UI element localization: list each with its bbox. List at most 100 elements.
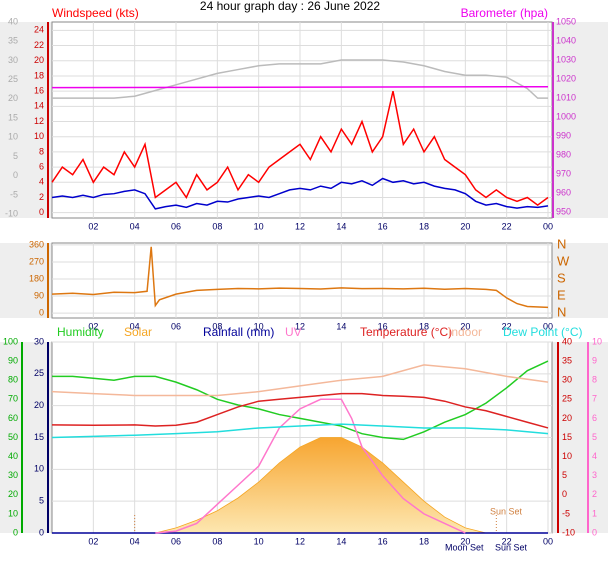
y-tick-label: 20	[8, 93, 18, 103]
x-tick-label: 14	[336, 221, 346, 231]
annotation: Sun Set	[495, 542, 528, 552]
y-tick-label: 50	[8, 432, 18, 442]
x-tick-label: 08	[212, 221, 222, 231]
axis-gutter	[0, 243, 52, 318]
legend-label: Solar	[124, 325, 152, 339]
y-tick-label: 990	[556, 131, 571, 141]
y-tick-label: 5	[13, 151, 18, 161]
annotation: Sun Set	[490, 506, 523, 516]
y-tick-label: 10	[34, 131, 44, 141]
y-tick-label: 4	[592, 451, 597, 461]
y-tick-label: 10	[34, 464, 44, 474]
legend-label: Dew Point (°C)	[503, 325, 582, 339]
x-tick-label: 02	[88, 321, 98, 331]
y-tick-label: N	[557, 236, 566, 251]
y-tick-label: 950	[556, 207, 571, 217]
y-tick-label: E	[557, 287, 566, 302]
y-tick-label: 35	[8, 36, 18, 46]
axis-gutter	[0, 22, 52, 218]
y-tick-label: 18	[34, 70, 44, 80]
y-tick-label: 10	[8, 132, 18, 142]
y-tick-label: 30	[562, 375, 572, 385]
x-tick-label: 10	[254, 536, 264, 546]
series-line	[155, 398, 466, 534]
axis-gutter	[0, 342, 52, 533]
y-tick-label: 15	[8, 112, 18, 122]
y-tick-label: 2	[39, 192, 44, 202]
y-tick-label: 16	[34, 86, 44, 96]
series-line	[51, 246, 549, 309]
x-tick-label: 22	[502, 221, 512, 231]
x-tick-label: 04	[130, 221, 140, 231]
x-tick-label: 14	[336, 536, 346, 546]
y-tick-label: W	[557, 253, 570, 268]
y-tick-label: 360	[29, 239, 44, 249]
x-tick-label: 12	[295, 536, 305, 546]
x-tick-label: 02	[88, 536, 98, 546]
axis-gutter	[552, 342, 608, 533]
series-line	[52, 360, 549, 441]
y-tick-label: 0	[13, 527, 18, 537]
y-tick-label: 1030	[556, 54, 576, 64]
x-tick-label: 20	[460, 536, 470, 546]
y-tick-label: -5	[562, 508, 570, 518]
series-line	[51, 423, 549, 439]
y-tick-label: 0	[592, 527, 597, 537]
y-tick-label: 960	[556, 188, 571, 198]
x-tick-label: 12	[295, 221, 305, 231]
x-tick-label: 22	[502, 536, 512, 546]
y-tick-label: 1040	[556, 35, 576, 45]
series-line	[51, 392, 549, 429]
y-tick-label: 0	[13, 170, 18, 180]
y-tick-label: 20	[8, 489, 18, 499]
x-tick-label: 06	[171, 536, 181, 546]
y-tick-label: 0	[39, 527, 44, 537]
x-tick-label: 00	[543, 321, 553, 331]
y-tick-label: 1010	[556, 92, 576, 102]
y-tick-label: -10	[562, 527, 575, 537]
y-tick-label: 1020	[556, 73, 576, 83]
y-tick-label: 270	[29, 256, 44, 266]
y-tick-label: 14	[34, 101, 44, 111]
x-tick-label: 16	[378, 321, 388, 331]
x-tick-label: 06	[171, 221, 181, 231]
axis-gutter	[552, 243, 608, 318]
y-tick-label: 20	[562, 413, 572, 423]
y-tick-label: 4	[39, 177, 44, 187]
y-tick-label: 60	[8, 413, 18, 423]
page-title: 24 hour graph day : 26 June 2022	[200, 0, 380, 13]
x-tick-label: 00	[543, 221, 553, 231]
solar-area	[155, 437, 487, 534]
y-tick-label: 35	[562, 355, 572, 365]
y-tick-label: S	[557, 270, 566, 285]
x-tick-label: 06	[171, 321, 181, 331]
y-tick-label: 1050	[556, 16, 576, 26]
series-line	[51, 177, 549, 210]
legend-label: Humidity	[57, 325, 104, 339]
axis-gutter	[552, 22, 608, 218]
y-tick-label: 5	[39, 496, 44, 506]
x-tick-label: 14	[336, 321, 346, 331]
y-tick-label: 70	[8, 394, 18, 404]
y-tick-label: -10	[5, 209, 18, 219]
x-tick-label: 20	[460, 321, 470, 331]
plot-area	[51, 242, 553, 319]
y-tick-label: 90	[8, 355, 18, 365]
y-tick-label: 25	[562, 394, 572, 404]
y-tick-label: 40	[8, 16, 18, 26]
y-tick-label: 1	[592, 508, 597, 518]
y-tick-label: 2	[592, 489, 597, 499]
y-tick-label: 30	[34, 336, 44, 346]
y-tick-label: 15	[34, 432, 44, 442]
y-tick-label: 5	[592, 432, 597, 442]
legend-label: Temperature (°C)	[360, 325, 452, 339]
y-tick-label: 5	[562, 470, 567, 480]
y-tick-label: 20	[34, 400, 44, 410]
y-tick-label: 0	[39, 207, 44, 217]
y-tick-label: 10	[562, 451, 572, 461]
y-tick-label: 12	[34, 116, 44, 126]
series-line	[51, 364, 549, 397]
y-tick-label: 10	[8, 508, 18, 518]
y-tick-label: 9	[592, 355, 597, 365]
y-tick-label: 8	[39, 146, 44, 156]
